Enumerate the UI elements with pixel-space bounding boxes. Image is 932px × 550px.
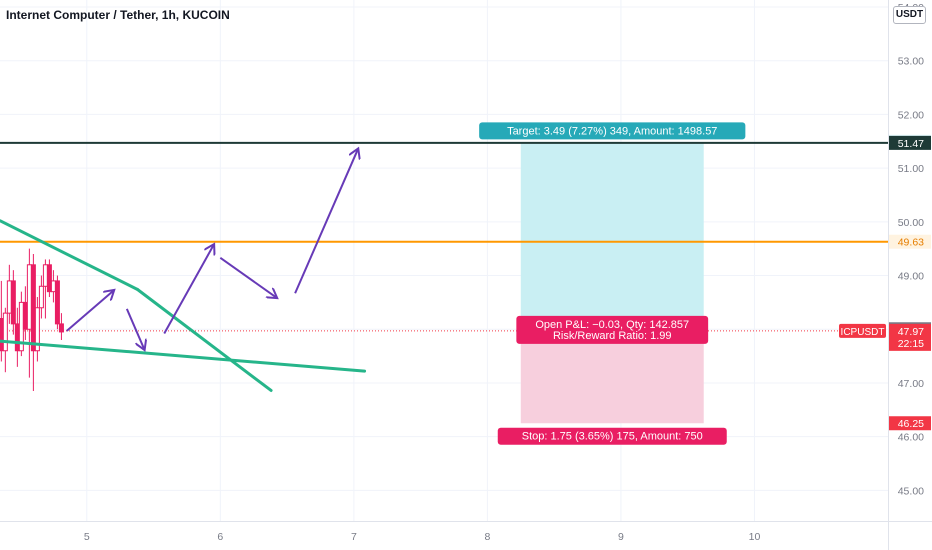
candle-body [14, 323, 20, 352]
price-badge-bg [889, 135, 931, 150]
candle-body [46, 264, 52, 293]
y-tick-label: 46.00 [898, 432, 924, 444]
symbol-tag: ICPUSDT [839, 323, 886, 338]
candle-body [58, 323, 64, 333]
pnl-label-bg [516, 315, 709, 344]
candle-body [54, 280, 60, 325]
candle-body [10, 280, 16, 325]
target-label-text: Target: 3.49 (7.27%) 349, Amount: 1498.5… [507, 125, 717, 137]
x-tick-label: 5 [84, 531, 90, 543]
candle-body [38, 285, 44, 309]
price-badge-bg [889, 234, 931, 249]
time-axis-bg [0, 521, 888, 550]
price-badge-text: 51.47 [898, 138, 924, 150]
projection-arrow [125, 308, 144, 349]
stop-label: Stop: 1.75 (3.65%) 175, Amount: 750 [497, 427, 727, 445]
stop-label-text: Stop: 1.75 (3.65%) 175, Amount: 750 [522, 431, 703, 443]
chart-title: Internet Computer / Tether, 1h, KUCOIN [6, 8, 230, 22]
trendline [0, 219, 140, 292]
candle-body [34, 307, 40, 352]
candle-body [6, 280, 12, 314]
candle-body [26, 264, 32, 330]
candle-body [30, 264, 36, 352]
stop-label-bg [497, 427, 727, 445]
y-tick-label: 50.00 [898, 217, 924, 229]
x-tick-label: 9 [618, 531, 624, 543]
countdown-text: 22:15 [898, 338, 924, 350]
symbol-tag-text: ICPUSDT [841, 327, 885, 338]
candle-body [50, 280, 56, 293]
y-tick-label: 51.00 [898, 163, 924, 175]
candle-body [0, 318, 4, 352]
stop-zone [520, 330, 704, 424]
target-label-bg [479, 122, 746, 140]
pnl-label-text: Open P&L: −0.03, Qty: 142.857 [535, 319, 689, 331]
projection-arrow [219, 256, 276, 298]
trendline [0, 339, 367, 373]
target-zone [520, 142, 704, 331]
candle-body [22, 301, 28, 330]
x-tick-label: 10 [749, 531, 761, 543]
candle-body [2, 312, 8, 352]
x-tick-label: 8 [484, 531, 490, 543]
current-price-badge-bg [889, 323, 931, 351]
pnl-label: Open P&L: −0.03, Qty: 142.857Risk/Reward… [516, 315, 709, 344]
x-tick-label: 6 [217, 531, 223, 543]
price-badge-bg [889, 416, 931, 431]
symbol-tag-bg [839, 323, 886, 338]
price-badge: 49.63 [889, 234, 931, 249]
projection-arrow [163, 245, 213, 335]
y-tick-label: 53.00 [898, 56, 924, 68]
currency-badge[interactable]: USDT [893, 6, 926, 24]
y-tick-label: 47.00 [898, 378, 924, 390]
target-label: Target: 3.49 (7.27%) 349, Amount: 1498.5… [479, 122, 746, 140]
candle-body [42, 264, 48, 287]
y-tick-label: 52.00 [898, 109, 924, 121]
y-tick-label: 49.00 [898, 271, 924, 283]
trendline [136, 288, 273, 392]
current-price-text: 47.97 [898, 326, 924, 338]
price-badge: 46.25 [889, 416, 931, 431]
projection-arrow [66, 291, 114, 332]
price-badge-text: 49.63 [898, 237, 924, 249]
pnl-label-text: Risk/Reward Ratio: 1.99 [553, 330, 672, 342]
projection-arrow [294, 149, 358, 294]
price-badge-text: 46.25 [898, 418, 924, 430]
price-axis-bg [888, 0, 932, 550]
y-tick-label: 45.00 [898, 485, 924, 497]
x-tick-label: 7 [351, 531, 357, 543]
price-badge: 51.47 [889, 135, 931, 150]
